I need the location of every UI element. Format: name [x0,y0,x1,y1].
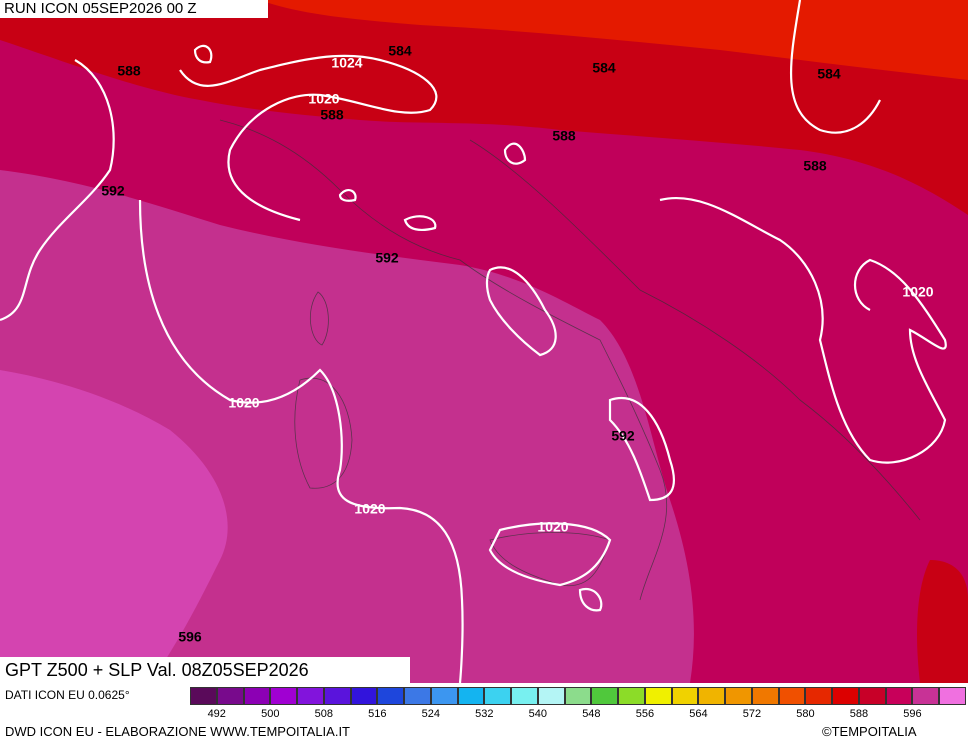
contour-label: 592 [101,183,125,199]
contour-label: 588 [552,128,576,144]
legend-swatch [484,687,512,705]
legend-label: 492 [207,708,226,720]
legend-label: 580 [796,708,815,720]
legend-swatch [751,687,779,705]
legend-swatch [671,687,699,705]
legend-swatch [270,687,298,705]
legend-swatch [698,687,726,705]
legend-swatch [377,687,405,705]
legend-swatch [778,687,806,705]
legend-swatch [323,687,351,705]
legend-label: 524 [421,708,440,720]
color-legend: 492 500 508 516 524 532 540 548 556 564 572 580 588 5… [190,687,966,727]
legend-swatch [832,687,859,705]
isobars [0,0,947,683]
contour-label: 592 [611,428,635,444]
legend-swatch [216,687,244,705]
legend-swatch [912,687,940,705]
contour-label: 1020 [308,91,339,107]
legend-label: 532 [475,708,494,720]
contour-label: 588 [320,107,344,123]
contour-label: 584 [817,66,841,82]
source: DATI ICON EU 0.0625° [5,688,130,702]
contour-label: 592 [375,250,399,266]
contour-label: 1024 [331,55,362,71]
legend-label: 540 [528,708,548,720]
band-584-588 [0,0,968,215]
contour-label: 584 [388,43,412,59]
legend-label: 564 [689,708,708,720]
legend-swatch [404,687,431,705]
legend-swatch [537,687,565,705]
legend-swatch [591,687,619,705]
legend-swatch [805,687,833,705]
legend-swatch [511,687,538,705]
credit: DWD ICON EU - ELABORAZIONE WWW.TEMPOITAL… [5,724,350,739]
contour-label: 1020 [902,284,933,300]
legend-swatch [297,687,324,705]
contour-label: 1020 [354,501,385,517]
run-label: RUN ICON 05SEP2026 00 Z [0,0,268,18]
legend-swatch [564,687,592,705]
legend-swatch [858,687,886,705]
legend-swatch [243,687,271,705]
band-584-588 [917,560,968,683]
legend-label: 508 [314,708,333,720]
legend-swatch [430,687,458,705]
legend-label: 556 [635,708,655,720]
legend-label: 572 [742,708,762,720]
copyright: ©TEMPOITALIA [822,724,917,739]
contour-label: 596 [178,629,202,645]
legend-swatch [725,687,752,705]
legend-swatch [618,687,645,705]
contour-label: 588 [803,158,827,174]
legend-swatch [885,687,913,705]
legend-swatch [457,687,485,705]
map-title: GPT Z500 + SLP Val. 08Z05SEP2026 [0,657,410,683]
legend-label: 588 [849,708,869,720]
legend-swatch [190,687,217,705]
contour-label: 588 [117,63,141,79]
contour-label: 584 [592,60,616,76]
legend-swatch [939,687,966,705]
legend-swatch [350,687,378,705]
legend-label: 548 [582,708,601,720]
contour-label: 1020 [537,519,568,535]
band-580-584 [260,0,968,80]
legend-label: 500 [261,708,280,720]
contour-label: 1020 [228,395,259,411]
coastlines [219,119,921,601]
band-596 [0,370,228,683]
legend-label: 596 [903,708,922,720]
legend-label: 516 [368,708,387,720]
legend-swatch [644,687,672,705]
